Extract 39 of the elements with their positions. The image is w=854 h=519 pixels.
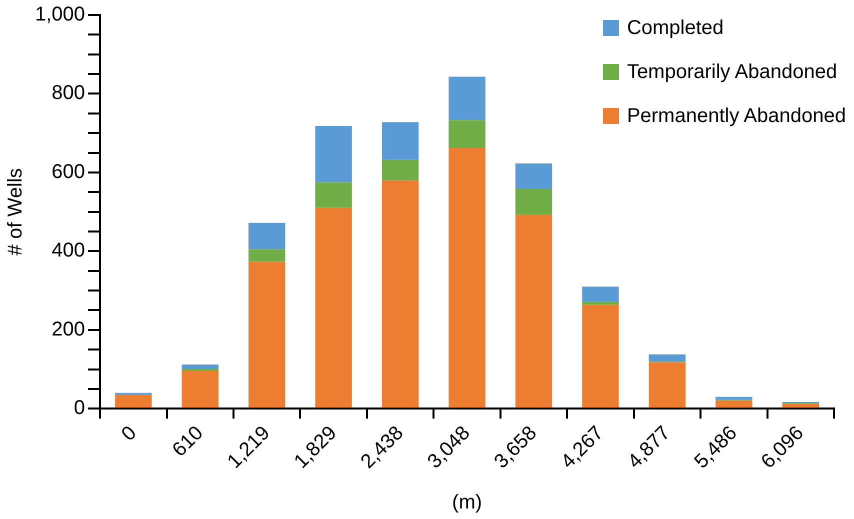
y-axis-title: # of Wells [4,168,27,256]
bar [716,396,752,400]
bar [782,404,819,408]
bar [315,208,352,408]
bar [248,222,286,250]
bar [315,126,352,182]
bar [182,370,218,408]
y-tick-label: 600 [52,160,86,183]
bar [716,400,752,408]
y-tick-label: 200 [52,318,86,340]
y-tick-label: 400 [52,240,86,262]
x-tick-label: 0 [117,422,141,446]
legend-label: Permanently Abandoned [626,104,846,128]
bar [382,180,419,408]
y-tick-label: 800 [52,82,86,104]
y-tick-label: 0 [74,397,86,420]
bar [182,364,218,368]
bar [515,214,552,408]
bar [382,122,419,160]
y-tick-label: 1,000 [34,4,86,26]
bar [648,354,686,362]
bar [248,262,286,408]
bar [448,120,486,148]
bar [515,188,552,215]
bar [515,163,552,189]
bar [648,362,686,408]
bar [448,76,486,120]
x-tick-label: 610 [168,422,208,462]
bar [582,286,619,302]
bar [315,182,352,208]
bar [448,148,486,408]
legend-label: Completed [626,16,724,40]
x-axis-title: (m) [452,492,482,514]
bar [582,304,619,408]
bar [382,160,419,180]
legend-label: Temporarily Abandoned [626,60,838,84]
bar [582,302,619,305]
bar [248,249,286,262]
bar [115,394,152,408]
